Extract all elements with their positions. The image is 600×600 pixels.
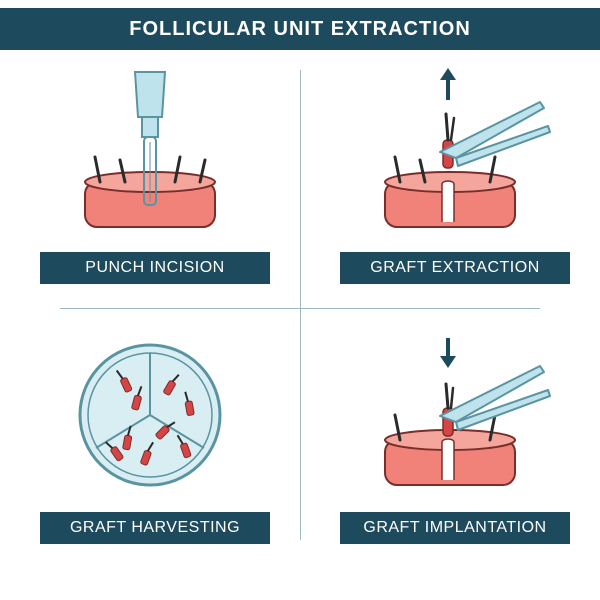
- page-title: FOLLICULAR UNIT EXTRACTION: [0, 8, 600, 50]
- label-punch-incision: PUNCH INCISION: [40, 252, 270, 284]
- graft-harvesting-illustration: [40, 330, 260, 500]
- arrow-up-icon: [440, 68, 456, 100]
- panel-graft-implantation: [340, 330, 560, 500]
- graft-extraction-illustration: [340, 62, 560, 242]
- panel-punch-incision: [40, 62, 260, 242]
- arrow-down-icon: [440, 338, 456, 368]
- punch-incision-illustration: [40, 62, 260, 242]
- panel-graft-harvesting: [40, 330, 260, 500]
- graft-implantation-illustration: [340, 330, 560, 500]
- label-graft-harvesting: GRAFT HARVESTING: [40, 512, 270, 544]
- horizontal-divider: [60, 308, 540, 309]
- vertical-divider: [300, 70, 301, 540]
- label-graft-implantation: GRAFT IMPLANTATION: [340, 512, 570, 544]
- panel-graft-extraction: [340, 62, 560, 242]
- label-graft-extraction: GRAFT EXTRACTION: [340, 252, 570, 284]
